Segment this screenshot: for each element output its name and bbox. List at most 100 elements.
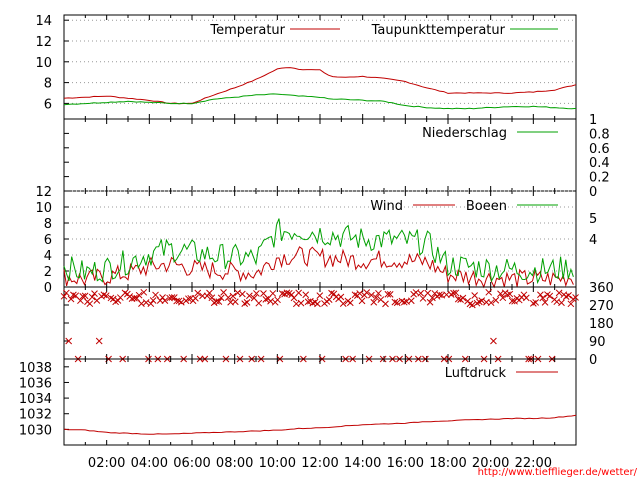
wind-direction-point [194, 289, 202, 297]
y-tick-label-right: 270 [589, 299, 614, 314]
y-tick-label: 1030 [19, 423, 52, 438]
y-tick-label: 2 [44, 265, 52, 280]
wind-direction-point [159, 294, 166, 301]
wind-direction-point [67, 295, 75, 303]
wind-direction-point [436, 291, 443, 299]
wind-direction-point [375, 289, 382, 297]
y-tick-label-right: 0.8 [589, 127, 610, 142]
wind-direction-point [555, 289, 563, 297]
wind-direction-point [532, 299, 540, 306]
wind-direction-point [79, 292, 87, 300]
wind-direction-point [471, 292, 479, 299]
wind-direction-point [419, 295, 427, 302]
y-tick-label: 8 [44, 77, 52, 92]
wind-direction-point [417, 289, 425, 297]
wind-direction-point [295, 289, 303, 297]
wind-direction-point [565, 292, 572, 299]
wind-direction-point [391, 298, 399, 306]
y-tick-label-right: 180 [589, 317, 614, 332]
wind-direction-point [314, 300, 321, 308]
wind-direction-point [177, 298, 185, 306]
y-tick-label-right: 0.4 [589, 156, 610, 171]
wind-direction-point [253, 290, 260, 297]
wind-direction-point [339, 300, 347, 307]
wind-direction-point [363, 289, 371, 296]
credit-link[interactable]: http://www.tiefflieger.de/wetter/ [478, 467, 638, 478]
beaufort-tick-label: 5 [589, 212, 597, 227]
wind-direction-point [452, 289, 460, 297]
wind-direction-point [529, 300, 537, 307]
wind-direction-point [546, 292, 554, 300]
wind-direction-point [372, 294, 380, 301]
y-tick-label: 4 [44, 249, 52, 264]
panel-temperature: 6 8 10 12 14 Temperatur Taupunkttemperatur [35, 14, 577, 120]
wind-direction-point [206, 289, 213, 297]
wind-direction-point [274, 296, 281, 304]
wind-direction-point [213, 297, 220, 305]
wind-direction-point [351, 291, 359, 299]
y-tick-label-right: 360 [589, 281, 614, 296]
wind-direction-point [492, 296, 500, 304]
wind-direction-point [499, 294, 507, 302]
wind-direction-point [426, 298, 434, 306]
wind-direction-point [393, 299, 401, 307]
y-tick-label: 1032 [19, 408, 52, 423]
y-tick-label: 12 [35, 35, 52, 50]
panel-wind-direction: 0 90 180 270 360 [60, 281, 614, 368]
wind-direction-point [65, 337, 73, 345]
wind-direction-point [255, 299, 263, 307]
wind-direction-point [368, 291, 375, 299]
wind-direction-point [161, 297, 169, 304]
wind-direction-point [537, 291, 544, 299]
wind-direction-point [170, 294, 178, 301]
legend-label-taupunkttemperatur: Taupunkttemperatur [371, 23, 506, 38]
wind-direction-point [246, 292, 253, 300]
x-tick-label: 22:00 [515, 456, 552, 471]
wind-direction-point [558, 299, 565, 307]
wind-direction-point [238, 290, 246, 298]
wind-direction-point [152, 291, 159, 299]
wind-direction-point [243, 298, 251, 306]
wind-direction-point [468, 301, 476, 309]
beaufort-tick-label: 4 [589, 233, 597, 248]
wind-direction-point [262, 296, 270, 303]
wind-direction-point [400, 298, 408, 306]
wind-direction-point [147, 300, 155, 308]
wind-direction-point [81, 292, 89, 300]
legend-label-niederschlag: Niederschlag [422, 126, 507, 141]
wind-direction-point [539, 294, 547, 302]
wind-direction-point [304, 298, 312, 306]
wind-direction-point [384, 290, 392, 298]
wind-direction-point [316, 292, 324, 299]
y-tick-label-right: 0.6 [589, 142, 610, 157]
wind-direction-point [450, 289, 457, 297]
wind-direction-point [346, 299, 354, 307]
wind-direction-point [541, 299, 549, 306]
wind-direction-point [192, 294, 199, 302]
x-tick-label: 14:00 [344, 456, 381, 471]
wind-direction-point [288, 291, 295, 299]
wind-direction-point [224, 294, 232, 301]
wind-direction-point [328, 289, 335, 297]
wind-direction-point [102, 292, 110, 300]
series-line-taupunkttemperatur [63, 93, 577, 110]
wind-direction-point [149, 297, 157, 304]
wind-direction-point [490, 337, 497, 345]
wind-direction-point [91, 290, 98, 298]
wind-direction-point [572, 294, 579, 301]
x-tick-label: 06:00 [173, 456, 210, 471]
wind-direction-point [140, 288, 148, 296]
wind-direction-point [429, 294, 436, 302]
wind-direction-point [70, 291, 77, 299]
wind-direction-point [88, 293, 96, 301]
wind-direction-point [478, 297, 486, 305]
y-tick-label-right: 90 [589, 335, 606, 350]
wind-direction-point [208, 294, 216, 302]
y-tick-label: 1036 [19, 376, 52, 391]
y-tick-label-right: 0.2 [589, 171, 610, 186]
wind-direction-point [62, 289, 70, 297]
wind-direction-point [522, 294, 530, 302]
x-tick-label: 20:00 [472, 456, 509, 471]
series-line-boeen [63, 218, 574, 285]
